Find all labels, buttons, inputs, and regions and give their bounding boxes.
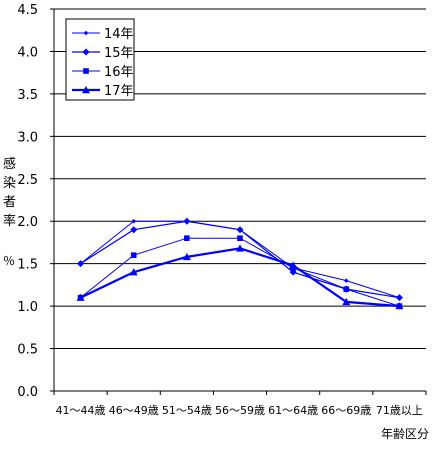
data-point: [184, 235, 190, 241]
y-tick-label: 1.0: [17, 300, 38, 315]
x-tick-label: 66～69歳: [321, 404, 371, 417]
y-tick-label: 1.5: [17, 258, 38, 273]
data-point: [76, 293, 85, 301]
y-tick-label: 0.0: [17, 385, 38, 400]
legend-item: 16年: [72, 65, 134, 80]
y-axis-title-main: 感染者率: [3, 156, 16, 229]
y-axis-title-unit: ％: [3, 254, 15, 268]
data-point: [395, 302, 404, 310]
legend: 14年 15年 16年 17年: [65, 18, 135, 101]
x-tick-label: 56～59歳: [215, 404, 265, 417]
y-tick-label: 0.5: [17, 343, 38, 358]
x-axis-title: 年齢区分: [381, 426, 429, 441]
data-point: [343, 286, 350, 292]
y-tick-label: 2.5: [17, 173, 38, 188]
x-tick-label: 61～64歳: [268, 404, 318, 417]
data-point: [395, 294, 403, 302]
legend-label: 16年: [104, 65, 134, 80]
legend-label: 15年: [104, 46, 134, 61]
y-tick-label: 2.0: [17, 215, 38, 230]
x-tick-labels: 41～44歳 46～49歳 51～54歳 56～59歳 61～64歳 66～69歳 71歳以…: [56, 404, 423, 417]
series: [76, 217, 404, 310]
series-2: [77, 217, 403, 302]
data-point: [130, 252, 137, 258]
series-line: [80, 247, 400, 308]
legend-item: 15年: [72, 46, 134, 61]
data-point: [83, 30, 89, 36]
legend-label: 14年: [104, 27, 134, 42]
data-point: [289, 261, 298, 269]
y-axis-title: 感染者率 ％: [3, 156, 16, 268]
y-tick-label: 4.5: [17, 3, 38, 18]
y-tick-label: 3.0: [17, 130, 38, 145]
axes: [53, 9, 427, 395]
data-point: [342, 297, 351, 306]
data-point: [83, 68, 89, 74]
series-4: [76, 244, 404, 310]
data-point: [182, 252, 191, 261]
data-point: [183, 217, 191, 225]
data-point: [129, 268, 138, 276]
data-point: [131, 218, 137, 224]
data-point: [236, 244, 244, 252]
data-point: [130, 226, 138, 234]
data-point: [343, 278, 349, 283]
data-point: [77, 260, 85, 268]
y-tick-label: 4.0: [17, 45, 38, 60]
data-point: [236, 226, 244, 234]
legend-item: 14年: [72, 27, 134, 42]
data-point: [82, 48, 90, 56]
data-point: [82, 86, 90, 94]
legend-item: 17年: [72, 84, 134, 99]
data-point: [237, 235, 243, 241]
x-tick-label: 41～44歳: [56, 404, 106, 417]
x-tick-label: 46～49歳: [109, 404, 159, 417]
y-tick-label: 3.5: [17, 88, 38, 103]
legend-label: 17年: [104, 84, 134, 99]
x-tick-label: 71歳以上: [376, 404, 423, 417]
y-tick-labels: 0.0 0.5 1.0 1.5 2.0 2.5 3.0 3.5 4.0 4.5: [17, 3, 38, 400]
x-tick-label: 51～54歳: [162, 404, 212, 417]
